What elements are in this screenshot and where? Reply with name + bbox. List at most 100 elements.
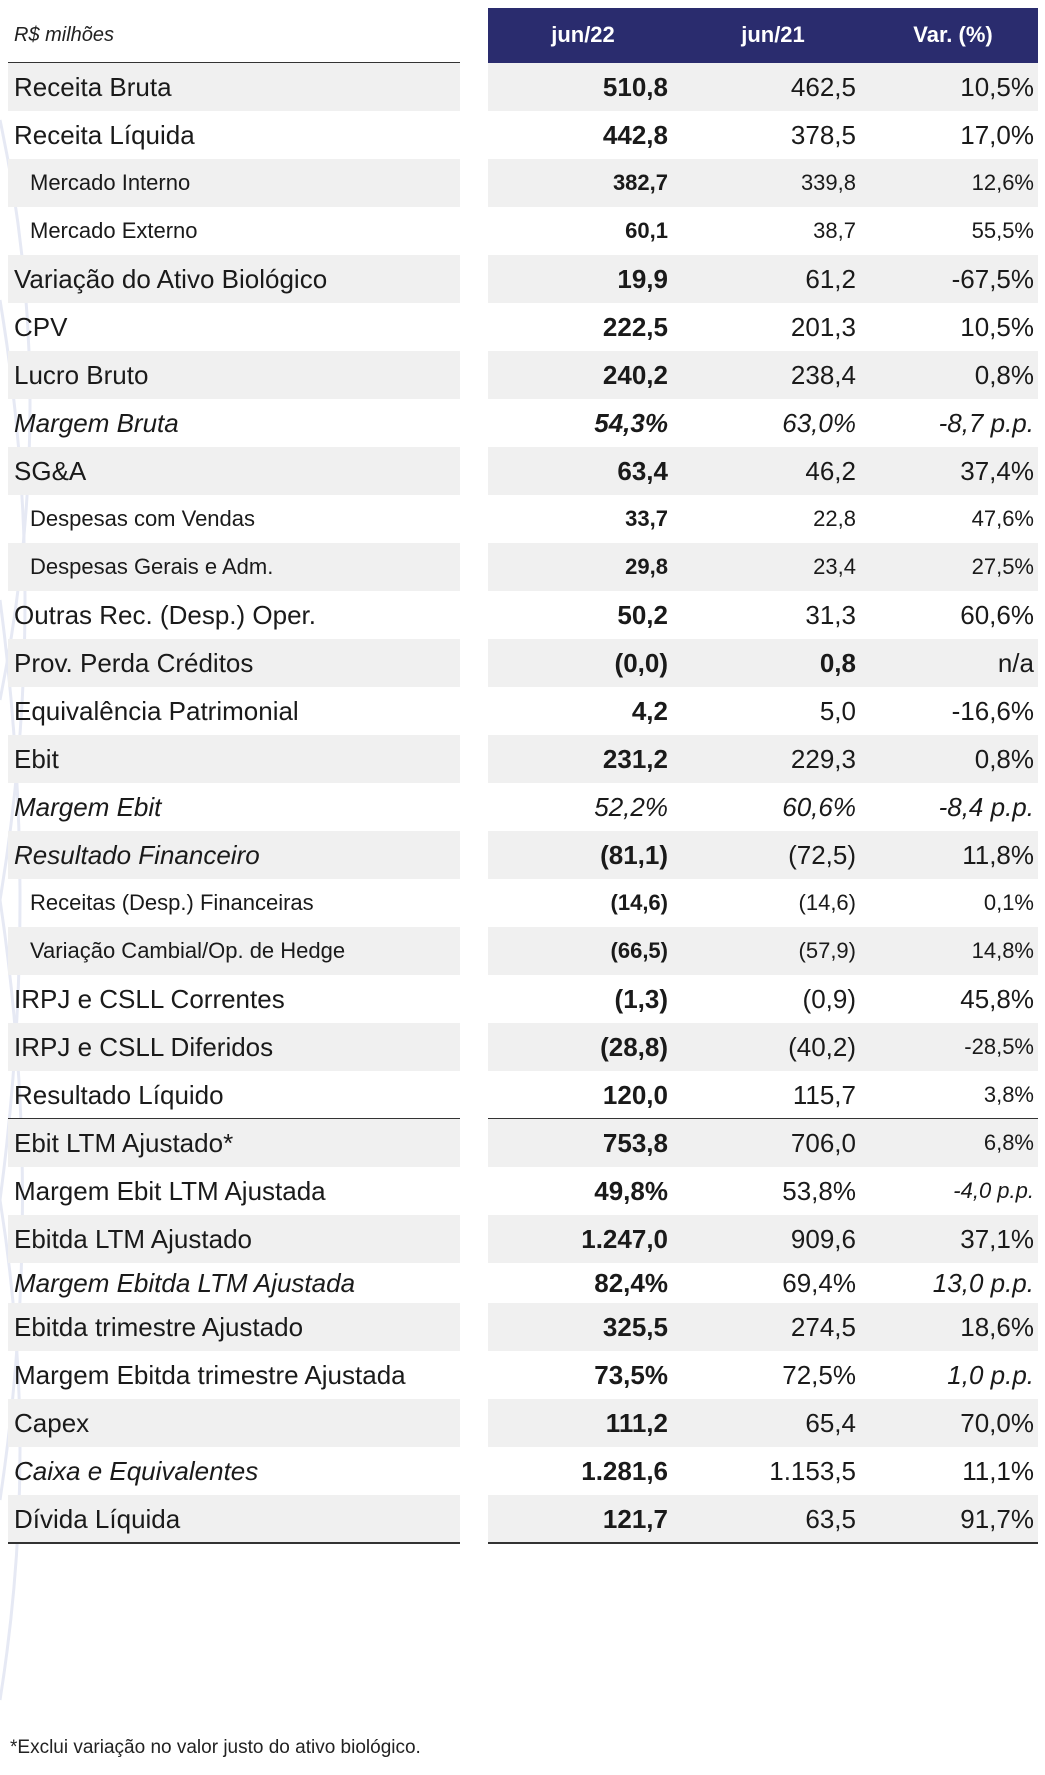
row-label: Mercado Interno [30, 170, 191, 195]
row-background-values [488, 831, 1038, 879]
row-label: CPV [14, 311, 68, 342]
table-row: SG&A 63,4 46,2 37,4% [8, 447, 1038, 495]
row-background-label [8, 639, 460, 687]
row-label: IRPJ e CSLL Correntes [14, 983, 285, 1014]
value-jun22: 111,2 [605, 1407, 668, 1438]
financial-table: R$ milhões jun/22 jun/21 Var. (%) Receit… [8, 8, 1038, 1544]
value-jun22: (81,1) [600, 839, 668, 870]
table-row: Prov. Perda Créditos (0,0) 0,8 n/a [8, 639, 1038, 687]
section-divider [8, 1542, 460, 1544]
row-background-label [8, 255, 460, 303]
value-jun22: (1,3) [614, 983, 668, 1014]
value-variation: 11,1% [962, 1455, 1034, 1486]
value-jun21: 229,3 [790, 743, 856, 774]
value-jun22: 325,5 [602, 1311, 668, 1342]
value-variation: 14,8% [971, 938, 1034, 963]
value-jun21: 274,5 [790, 1311, 856, 1342]
value-jun22: 49,8% [594, 1175, 668, 1206]
row-background-values [488, 927, 1038, 975]
value-variation: 91,7% [960, 1503, 1034, 1534]
row-background-values [488, 1023, 1038, 1071]
row-label: Receita Bruta [14, 71, 172, 102]
row-label: Margem Ebitda trimestre Ajustada [14, 1359, 406, 1390]
value-jun21: 5,0 [819, 695, 856, 726]
value-jun21: (0,9) [802, 983, 856, 1014]
value-jun21: 46,2 [805, 455, 856, 486]
row-background-label [8, 159, 460, 207]
value-jun22: 510,8 [602, 71, 668, 102]
row-background-values [488, 159, 1038, 207]
row-background-values [488, 1119, 1038, 1167]
column-header-jun22: jun/22 [551, 22, 615, 47]
value-jun22: 60,1 [625, 218, 668, 243]
row-label: Margem Ebit LTM Ajustada [14, 1175, 326, 1206]
value-jun22: 1.247,0 [581, 1223, 668, 1254]
value-jun21: 238,4 [790, 359, 856, 390]
row-label: Margem Bruta [14, 407, 179, 438]
value-jun22: 753,8 [602, 1127, 668, 1158]
row-label: Ebitda LTM Ajustado [14, 1223, 252, 1254]
row-background-label [8, 447, 460, 495]
row-background-values [488, 1399, 1038, 1447]
row-label: Resultado Financeiro [14, 839, 260, 870]
value-jun22: (0,0) [614, 647, 668, 678]
row-label: Equivalência Patrimonial [14, 695, 299, 726]
table-row: Ebit LTM Ajustado* 753,8 706,0 6,8% [8, 1119, 1038, 1167]
table-row: Receita Líquida 442,8 378,5 17,0% [8, 111, 1038, 159]
row-background-values [488, 351, 1038, 399]
value-variation: 12,6% [971, 170, 1034, 195]
column-header-variation: Var. (%) [913, 22, 993, 47]
row-label: Variação do Ativo Biológico [14, 263, 328, 294]
value-jun21: 60,6% [782, 791, 856, 822]
row-background-label [8, 1119, 460, 1167]
value-jun22: 231,2 [602, 743, 668, 774]
row-label: Ebit LTM Ajustado* [14, 1127, 234, 1158]
value-jun22: 82,4% [594, 1267, 668, 1298]
value-jun22: 73,5% [594, 1359, 668, 1390]
table-row: Capex 111,2 65,4 70,0% [8, 1399, 1038, 1447]
value-variation: 18,6% [960, 1311, 1034, 1342]
value-jun21: 72,5% [782, 1359, 856, 1390]
value-variation: 0,8% [974, 743, 1034, 774]
value-variation: -8,7 p.p. [938, 407, 1034, 438]
row-background-label [8, 831, 460, 879]
row-background-label [8, 1215, 460, 1263]
row-background-label [8, 63, 460, 111]
table-row: Dívida Líquida 121,7 63,5 91,7% [8, 1495, 1038, 1543]
row-background-label [8, 1303, 460, 1351]
row-background-values [488, 447, 1038, 495]
row-label: Ebitda trimestre Ajustado [14, 1311, 304, 1342]
value-jun22: 50,2 [617, 599, 668, 630]
value-jun21: 22,8 [813, 506, 856, 531]
row-label: Receitas (Desp.) Financeiras [30, 890, 314, 915]
table-row: Lucro Bruto 240,2 238,4 0,8% [8, 351, 1038, 399]
row-label: Caixa e Equivalentes [14, 1455, 259, 1486]
value-jun22: 1.281,6 [581, 1455, 668, 1486]
value-jun22: 382,7 [612, 170, 668, 195]
row-background-values [488, 1215, 1038, 1263]
table-row: Despesas Gerais e Adm. 29,8 23,4 27,5% [8, 543, 1038, 591]
row-background-values [488, 639, 1038, 687]
value-variation: -16,6% [951, 695, 1034, 726]
value-jun21: 69,4% [782, 1267, 856, 1298]
value-jun21: (57,9) [798, 938, 856, 963]
row-background-label [8, 303, 460, 351]
value-jun21: 201,3 [790, 311, 856, 342]
table-row: Receita Bruta 510,8 462,5 10,5% [8, 63, 1038, 111]
table-row: CPV 222,5 201,3 10,5% [8, 303, 1038, 351]
table-row: Variação Cambial/Op. de Hedge (66,5) (57,9… [8, 927, 1038, 975]
value-jun21: (14,6) [798, 890, 856, 915]
row-label: Margem Ebit [14, 791, 162, 822]
value-jun22: 52,2% [594, 791, 668, 822]
table-row: Margem Bruta 54,3% 63,0% -8,7 p.p. [8, 399, 1038, 447]
row-label: Prov. Perda Créditos [14, 647, 254, 678]
row-label: Margem Ebitda LTM Ajustada [14, 1267, 356, 1298]
value-variation: 17,0% [960, 119, 1034, 150]
row-background-values [488, 63, 1038, 111]
row-background-values [488, 1495, 1038, 1543]
value-jun21: 706,0 [790, 1127, 856, 1158]
value-jun21: 378,5 [790, 119, 856, 150]
value-variation: 45,8% [960, 983, 1034, 1014]
value-variation: 55,5% [971, 218, 1034, 243]
value-jun22: 54,3% [594, 407, 668, 438]
